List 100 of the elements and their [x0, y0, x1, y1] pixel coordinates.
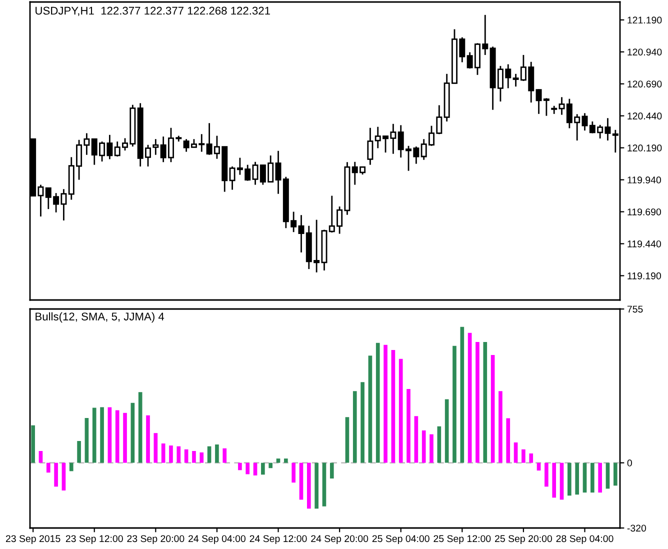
- bar: [384, 344, 388, 463]
- bar: [84, 418, 89, 463]
- bar: [38, 450, 43, 463]
- bar: [184, 449, 188, 463]
- x-tick-label: 24 Sep 04:00: [188, 535, 246, 544]
- bar: [154, 433, 158, 463]
- bar: [360, 382, 364, 463]
- bar: [514, 442, 518, 463]
- bar: [476, 342, 480, 463]
- bar: [161, 443, 166, 463]
- bar: [284, 458, 288, 463]
- bar: [130, 402, 135, 463]
- bar: [460, 326, 464, 463]
- bar: [238, 462, 242, 470]
- bar: [560, 462, 564, 500]
- bar: [306, 462, 311, 509]
- bar: [483, 342, 488, 463]
- y-tick-label: 120.940: [628, 48, 662, 56]
- bar: [138, 392, 142, 463]
- bar: [200, 452, 204, 463]
- bar: [299, 462, 304, 500]
- bar: [598, 462, 602, 493]
- bar: [123, 412, 127, 463]
- bar: [108, 407, 112, 463]
- x-tick-label: 23 Sep 12:00: [66, 535, 123, 544]
- bar: [352, 391, 357, 463]
- bar: [314, 462, 318, 509]
- bar: [544, 462, 548, 487]
- y-tick-label: 119.440: [628, 240, 661, 248]
- bar: [406, 389, 410, 463]
- bar: [169, 445, 173, 463]
- chart-title: Bulls(12, SMA, 5, JJMA) 4: [36, 312, 164, 323]
- bar: [490, 355, 495, 463]
- bar: [54, 462, 58, 487]
- x-tick-label: 25 Sep 04:00: [372, 535, 430, 544]
- bar: [176, 446, 181, 463]
- bar: [613, 462, 618, 486]
- bar: [376, 342, 380, 463]
- y-tick-label: 0: [627, 460, 632, 466]
- bar: [261, 462, 265, 475]
- bar: [207, 446, 212, 463]
- y-tick-label: 120.440: [628, 112, 662, 120]
- bar: [146, 415, 150, 463]
- bar: [100, 407, 104, 463]
- bar: [498, 391, 502, 463]
- x-tick-label: 28 Sep 04:00: [556, 535, 614, 544]
- bar: [582, 462, 587, 493]
- bar: [437, 426, 442, 463]
- candlestick: [582, 112, 588, 132]
- chart-title: USDJPY,H1 122.377 122.377 122.268 122.321: [36, 6, 270, 16]
- candlestick: [298, 214, 304, 254]
- bar: [468, 332, 472, 463]
- bar: [192, 450, 196, 463]
- bar: [330, 462, 334, 478]
- y-tick-label: 119.940: [628, 176, 661, 184]
- bar: [606, 462, 610, 489]
- bar: [77, 441, 81, 463]
- bar: [268, 462, 273, 468]
- x-tick-label: 24 Sep 12:00: [250, 535, 307, 544]
- bar: [398, 358, 403, 463]
- bar: [31, 425, 35, 463]
- candlestick: [367, 127, 374, 166]
- bar: [568, 462, 572, 496]
- bar: [92, 408, 96, 463]
- y-tick-label: -320: [627, 524, 646, 532]
- y-tick-label: 119.190: [628, 272, 661, 280]
- bar: [276, 458, 280, 463]
- x-tick-label: 23 Sep 20:00: [127, 535, 184, 544]
- bar: [444, 399, 449, 463]
- bar: [575, 462, 580, 495]
- y-tick-label: 755: [627, 306, 643, 313]
- bar: [69, 462, 74, 472]
- y-tick-label: 120.690: [628, 80, 662, 88]
- bar: [422, 430, 426, 463]
- bar: [368, 356, 372, 463]
- x-tick-label: 24 Sep 20:00: [311, 535, 368, 544]
- bar: [452, 346, 456, 463]
- bar: [391, 350, 396, 463]
- bar: [222, 448, 227, 463]
- bar: [529, 453, 534, 463]
- y-tick-label: 119.690: [628, 208, 661, 216]
- bar: [215, 444, 219, 463]
- bar: [506, 418, 510, 463]
- x-tick-label: 25 Sep 12:00: [434, 535, 491, 544]
- bar: [345, 417, 350, 463]
- bar: [246, 462, 250, 474]
- bar: [414, 416, 418, 463]
- bar: [522, 449, 526, 463]
- bar: [46, 462, 50, 473]
- y-tick-label: 120.190: [628, 144, 662, 152]
- bar: [292, 462, 296, 483]
- bar: [552, 462, 556, 498]
- bar: [115, 410, 120, 463]
- x-tick-label: 23 Sep 2015: [6, 535, 60, 544]
- bar: [590, 462, 594, 493]
- bar: [253, 462, 258, 476]
- y-tick-label: 121.190: [628, 16, 662, 24]
- bar: [62, 462, 66, 491]
- x-tick-label: 25 Sep 20:00: [495, 535, 552, 544]
- bar: [430, 434, 434, 463]
